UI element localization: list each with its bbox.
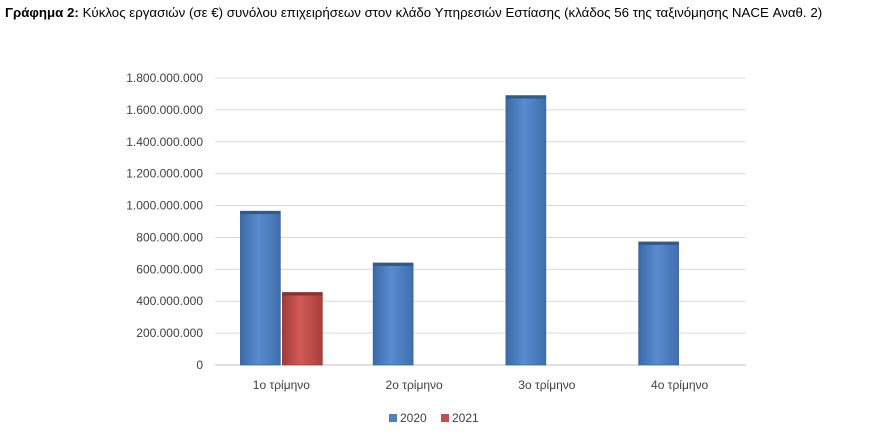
- y-tick-label: 1.000.000.000: [126, 199, 203, 213]
- bar-2020-3: [505, 95, 547, 366]
- y-tick-label: 800.000.000: [136, 230, 203, 244]
- legend-swatch-2021: [441, 414, 449, 422]
- legend-swatch-2020: [389, 414, 397, 422]
- legend-label-2021: 2021: [452, 411, 479, 425]
- x-tick-label: 4ο τρίμηνο: [651, 378, 709, 392]
- y-tick-label: 1.800.000.000: [126, 71, 203, 85]
- bar-top-edge: [505, 95, 546, 99]
- y-axis-ticks: 0 200.000.000 400.000.000 600.000.000 800.00…: [126, 71, 203, 372]
- y-tick-label: 1.200.000.000: [126, 167, 203, 181]
- bar-top-edge: [638, 241, 679, 245]
- bar-2020-2: [372, 262, 414, 366]
- x-tick-label: 1ο τρίμηνο: [253, 378, 311, 392]
- x-tick-label: 2ο τρίμηνο: [386, 378, 444, 392]
- y-tick-label: 600.000.000: [136, 262, 203, 276]
- bar-2020-4: [638, 241, 679, 366]
- chart-caption: Γράφημα 2: Κύκλος εργασιών (σε €) συνόλο…: [5, 3, 865, 22]
- bar-2020-1: [240, 210, 281, 366]
- bar-top-edge: [373, 262, 414, 266]
- legend-label-2020: 2020: [400, 411, 427, 425]
- y-tick-label: 1.400.000.000: [126, 135, 203, 149]
- legend: 2020 2021: [389, 411, 479, 425]
- y-tick-label: 400.000.000: [136, 294, 203, 308]
- caption-text: Κύκλος εργασιών (σε €) συνόλου επιχειρήσ…: [82, 5, 823, 20]
- bar-top-edge: [240, 211, 281, 215]
- y-tick-label: 0: [196, 358, 203, 372]
- y-tick-label: 1.600.000.000: [126, 103, 203, 117]
- x-axis-ticks: 1ο τρίμηνο 2ο τρίμηνο 3ο τρίμηνο 4ο τρίμηνο: [253, 378, 709, 392]
- caption-label: Γράφημα 2:: [5, 5, 79, 20]
- bar-top-edge: [282, 292, 323, 296]
- bar-2021-1: [282, 292, 323, 366]
- x-tick-label: 3ο τρίμηνο: [518, 378, 576, 392]
- bars: [240, 95, 679, 366]
- y-tick-label: 200.000.000: [136, 326, 203, 340]
